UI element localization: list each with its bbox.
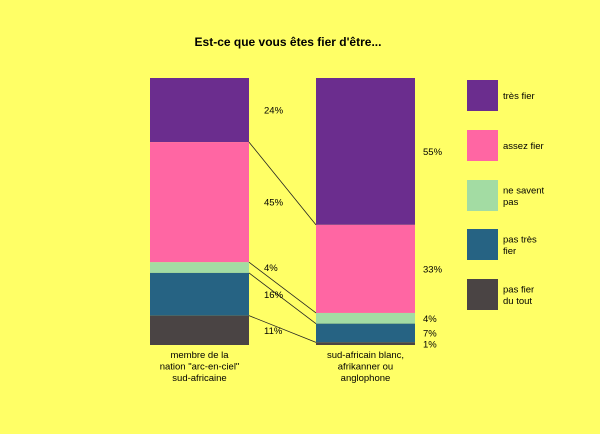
value-label: 1%: [423, 339, 437, 350]
value-label: 45%: [264, 198, 284, 209]
bar-segment-pas-fier-du-tout-1: [150, 315, 249, 345]
legend-swatch-ne-savent-pas: [467, 180, 498, 211]
connector-line: [248, 261, 317, 314]
bar-segment-pas-tres-fier-2: [316, 323, 415, 343]
connector-line: [248, 315, 317, 343]
bar-segment-tres-fier-1: [150, 78, 249, 143]
value-label: 16%: [264, 290, 284, 301]
bar-segment-ne-savent-pas-2: [316, 312, 415, 324]
legend-swatch-pas-fier-du-tout: [467, 279, 498, 310]
value-label: 55%: [423, 147, 443, 158]
legend: très fier assez fier ne savent pas pas très f…: [467, 80, 545, 310]
chart-title: Est-ce que vous êtes fier d'être...: [195, 35, 382, 49]
value-label: 11%: [264, 326, 283, 337]
legend-label-assez-fier: assez fier: [503, 141, 544, 152]
legend-swatch-pas-tres-fier: [467, 229, 498, 260]
value-label: 7%: [423, 328, 437, 339]
category-label: sud-africain blanc, afrikanner ou anglopho…: [327, 350, 404, 384]
category-label: membre de la nation "arc-en-ciel" sud-afri…: [160, 350, 240, 384]
legend-swatch-tres-fier: [467, 80, 498, 111]
bar-segment-pas-fier-du-tout-2: [316, 342, 415, 345]
legend-label-pas-tres-fier: pas très fier: [503, 234, 537, 257]
bar-segment-ne-savent-pas-1: [150, 262, 249, 273]
value-label: 4%: [423, 314, 437, 325]
legend-label-pas-fier-du-tout: pas fier du tout: [503, 284, 534, 307]
legend-swatch-assez-fier: [467, 130, 498, 161]
value-labels: 24% 45% 4% 16% 11% 55% 33% 4% 7%1%: [264, 106, 443, 351]
legend-label-ne-savent-pas: ne savent pas: [503, 185, 545, 208]
category-labels: membre de la nation "arc-en-ciel" sud-afri…: [160, 350, 404, 384]
value-label: 33%: [423, 264, 443, 275]
value-label: 4%: [264, 263, 278, 274]
connector-line: [248, 272, 317, 324]
bar-segment-tres-fier-2: [316, 78, 415, 225]
connector-line: [248, 141, 317, 226]
connector-lines: [248, 141, 317, 343]
value-label: 24%: [264, 106, 284, 117]
bar-segment-assez-fier-1: [150, 142, 249, 263]
legend-label-tres-fier: très fier: [503, 91, 535, 102]
bar-segment-assez-fier-2: [316, 224, 415, 313]
bar-segment-pas-tres-fier-1: [150, 272, 249, 316]
bars: [150, 78, 415, 345]
